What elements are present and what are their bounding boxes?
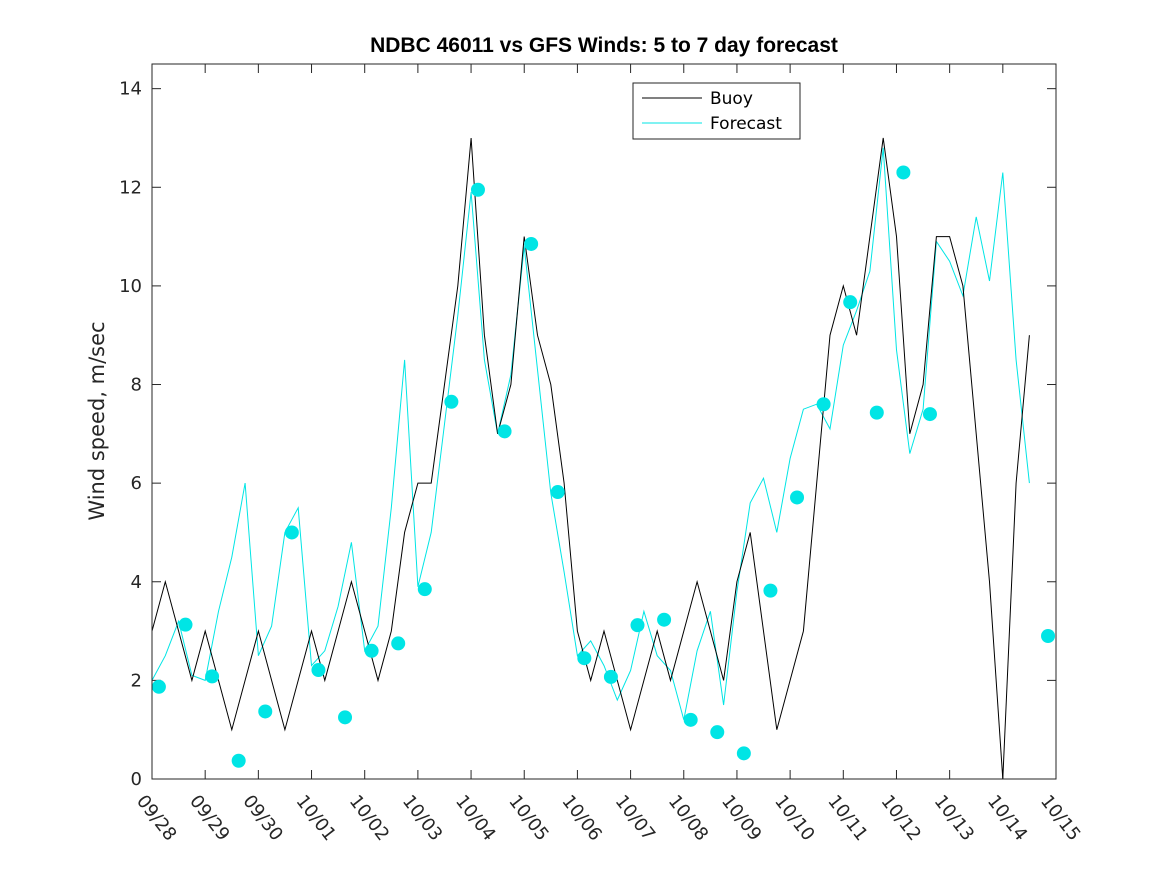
x-tick-label: 10/12 <box>877 791 925 845</box>
forecast-marker <box>763 583 778 598</box>
forecast-marker <box>603 669 618 684</box>
forecast-marker <box>524 236 539 251</box>
y-tick-label: 0 <box>131 769 142 790</box>
forecast-markers <box>151 165 1056 768</box>
forecast-marker <box>1041 629 1056 643</box>
forecast-marker <box>630 618 645 633</box>
plot-frame <box>151 63 1057 780</box>
x-tick-label: 09/30 <box>238 791 286 845</box>
forecast-marker <box>417 582 432 597</box>
forecast-marker <box>470 182 485 197</box>
x-tick-label: 10/13 <box>930 791 978 845</box>
forecast-marker <box>869 405 884 420</box>
x-tick-label: 10/11 <box>823 791 871 845</box>
x-tick-label: 09/29 <box>185 791 233 845</box>
x-tick-label: 10/08 <box>664 791 712 845</box>
forecast-marker <box>922 407 937 422</box>
legend-forecast-label: Forecast <box>710 114 782 134</box>
forecast-marker <box>497 424 512 439</box>
y-tick-label: 12 <box>119 177 142 198</box>
forecast-marker <box>790 490 805 505</box>
x-tick-label: 10/05 <box>504 791 552 845</box>
y-axis-label: Wind speed, m/sec <box>85 321 109 520</box>
forecast-marker <box>338 710 353 725</box>
x-tick-label: 10/04 <box>451 791 499 845</box>
forecast-marker <box>364 643 379 658</box>
x-tick-label: 10/10 <box>770 791 818 845</box>
forecast-series-line <box>151 147 1030 720</box>
series-layer <box>151 137 1030 780</box>
legend-buoy-label: Buoy <box>710 89 753 109</box>
x-tick-label: 10/14 <box>983 791 1031 845</box>
y-tick-label: 8 <box>131 375 142 396</box>
x-tick-label: 10/15 <box>1036 791 1084 845</box>
y-tick-label: 4 <box>131 572 142 593</box>
forecast-marker <box>683 712 698 727</box>
forecast-marker <box>444 394 459 409</box>
x-tick-label: 10/06 <box>557 791 605 845</box>
forecast-marker <box>311 663 326 678</box>
forecast-marker <box>657 612 672 627</box>
legend-box <box>632 82 801 140</box>
x-tick-label: 09/28 <box>132 791 180 845</box>
forecast-marker <box>151 679 166 694</box>
y-tick-label: 2 <box>131 670 142 691</box>
x-tick-label: 10/09 <box>717 791 765 845</box>
x-tick-label: 10/07 <box>611 791 659 845</box>
forecast-marker <box>231 753 246 768</box>
forecast-marker <box>550 485 565 500</box>
forecast-marker <box>736 746 751 761</box>
forecast-marker <box>577 651 592 666</box>
y-tick-label: 14 <box>119 79 142 100</box>
x-tick-label: 10/01 <box>292 791 340 845</box>
forecast-marker <box>258 704 273 719</box>
buoy-series-line <box>151 137 1030 780</box>
forecast-marker <box>178 617 193 632</box>
forecast-marker <box>391 636 406 651</box>
forecast-marker <box>205 669 220 684</box>
legend: Buoy Forecast <box>632 82 801 140</box>
plot-area <box>152 64 1056 779</box>
y-tick-label: 10 <box>119 276 142 297</box>
forecast-marker <box>284 525 299 540</box>
y-axis-ticks: 0 2 4 6 8 10 12 14 <box>119 79 1056 790</box>
chart-title: NDBC 46011 vs GFS Winds: 5 to 7 day fore… <box>370 34 838 57</box>
forecast-marker <box>710 725 725 740</box>
forecast-marker <box>896 165 911 180</box>
x-tick-label: 10/03 <box>398 791 446 845</box>
forecast-marker <box>816 397 831 412</box>
forecast-marker <box>843 295 858 310</box>
x-tick-label: 10/02 <box>345 791 393 845</box>
y-tick-label: 6 <box>131 473 142 494</box>
